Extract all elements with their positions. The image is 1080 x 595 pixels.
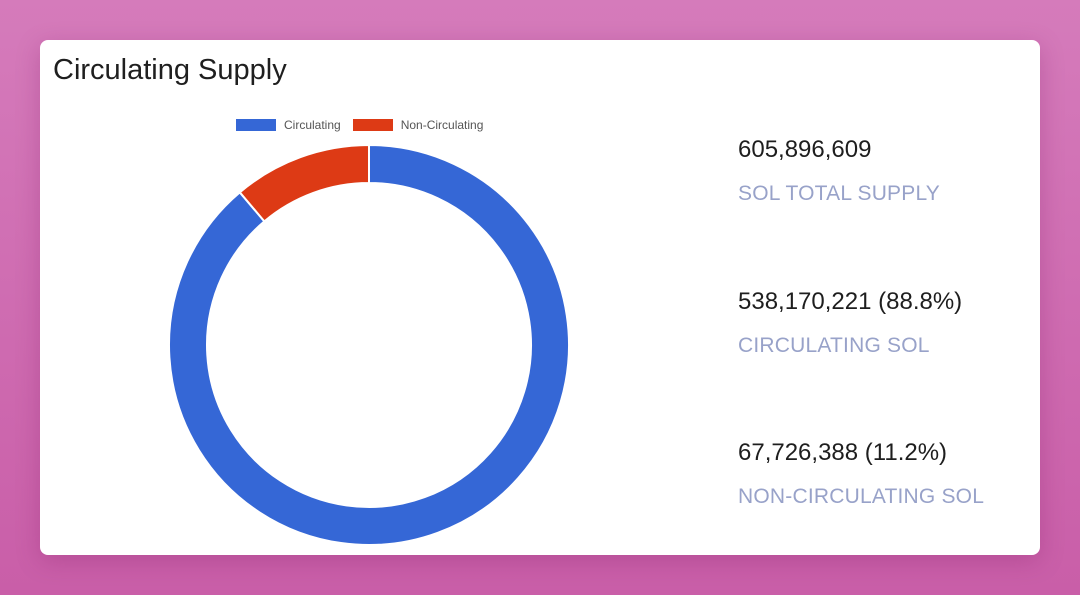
stat-value-total-supply: 605,896,609 (738, 136, 872, 163)
donut-chart (168, 143, 570, 546)
stat-total-supply: 605,896,609 SOL TOTAL SUPPLY (738, 136, 940, 206)
legend-swatch-circulating (236, 119, 276, 131)
legend-swatch-non-circulating (352, 119, 393, 131)
stat-label-total-supply: SOL TOTAL SUPPLY (738, 182, 941, 205)
stat-non-circulating: 67,726,388 (11.2%) NON-CIRCULATING SOL (738, 439, 984, 509)
supply-card: Circulating Supply Circulating Non-Circu… (40, 40, 1040, 555)
stat-circulating: 538,170,221 (88.8%) CIRCULATING SOL (738, 288, 962, 358)
donut-slice-non-circulating[interactable] (238, 143, 370, 223)
stat-label-circulating: CIRCULATING SOL (738, 334, 930, 357)
donut-slice-circulating[interactable] (168, 143, 570, 546)
legend-item-non-circulating[interactable]: Non-Circulating (352, 118, 484, 132)
stat-value-circulating: 538,170,221 (88.8%) (738, 288, 963, 315)
stat-value-non-circulating: 67,726,388 (11.2%) (738, 439, 948, 466)
chart-legend: Circulating Non-Circulating (236, 118, 483, 132)
legend-item-circulating[interactable]: Circulating (236, 118, 341, 132)
legend-label-non-circulating: Non-Circulating (400, 118, 484, 132)
card-title: Circulating Supply (53, 54, 287, 86)
stat-label-non-circulating: NON-CIRCULATING SOL (738, 485, 985, 508)
legend-label-circulating: Circulating (284, 118, 341, 132)
